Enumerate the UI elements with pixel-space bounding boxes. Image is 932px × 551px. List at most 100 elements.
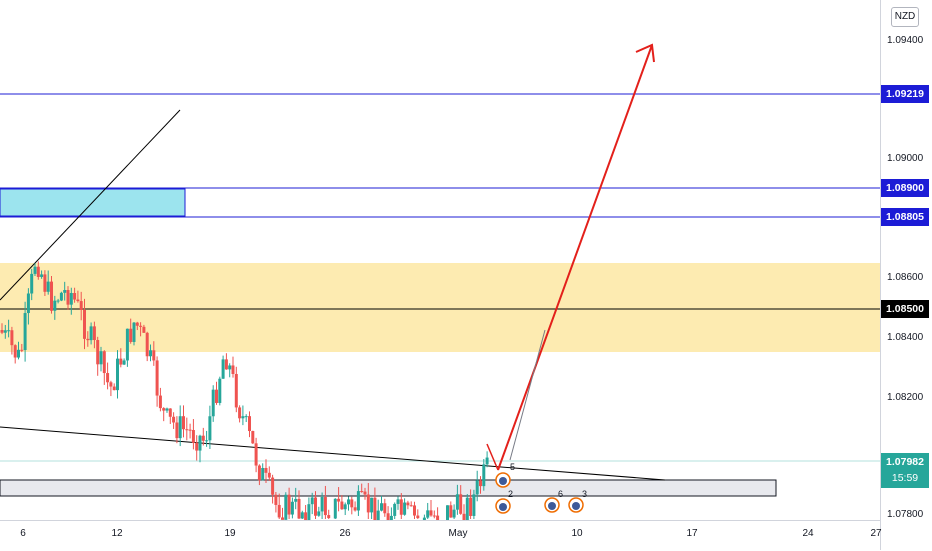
candle-body	[26, 293, 30, 314]
candle-body	[122, 360, 126, 365]
candle-body	[23, 313, 27, 350]
bar-countdown: 15:59	[891, 472, 919, 484]
level-tag-1-09219[interactable]: 1.09219	[881, 85, 929, 103]
event-marker-2[interactable]: 2	[495, 489, 513, 514]
candle-body	[218, 378, 222, 403]
candle-body	[317, 511, 321, 516]
candle-body	[479, 480, 482, 487]
candle-body	[96, 340, 100, 365]
time-tick: 26	[339, 528, 351, 539]
candle-body	[333, 498, 337, 519]
candle-body	[271, 477, 275, 495]
candle-body	[314, 497, 317, 516]
candle-body	[178, 416, 182, 439]
candle-body	[102, 351, 106, 374]
candle-body	[284, 494, 288, 520]
projection-arrow[interactable]	[486, 43, 655, 471]
candle-body	[13, 345, 17, 358]
rising-trendline[interactable]	[0, 109, 181, 301]
candle-body	[86, 338, 90, 341]
level-tag-1-08805[interactable]: 1.08805	[881, 208, 929, 226]
candle-body	[43, 274, 47, 292]
event-marker-count-3: 6	[558, 489, 563, 499]
falling-trendline[interactable]	[0, 426, 666, 481]
candle-body	[432, 515, 436, 517]
candle-body	[79, 301, 83, 310]
candle-body	[323, 497, 327, 516]
candle-body	[33, 266, 37, 274]
candle-body	[257, 465, 261, 481]
candle-body	[366, 494, 370, 513]
candle-body	[244, 416, 248, 418]
candle-body	[241, 416, 245, 419]
event-marker-1[interactable]: 5	[495, 462, 515, 488]
currency-badge[interactable]: NZD	[891, 7, 919, 27]
time-axis[interactable]	[0, 520, 880, 551]
candle-body	[380, 503, 383, 511]
candle-body	[373, 497, 377, 520]
candle-body	[370, 497, 374, 513]
candle-body	[386, 513, 390, 520]
candle-body	[149, 350, 152, 357]
candle-body	[281, 517, 284, 520]
candle-body	[191, 430, 195, 443]
candle-body	[469, 497, 473, 516]
candle-body	[152, 350, 156, 361]
candle-body	[168, 408, 172, 417]
candle-body	[69, 292, 73, 305]
last-price-tag[interactable]: 1.07982 15:59	[881, 453, 929, 488]
candle-body	[307, 504, 311, 520]
time-tick: 27	[870, 528, 882, 539]
candle-body	[389, 515, 393, 520]
event-marker-count-1: 5	[510, 462, 515, 472]
candle-body	[413, 505, 416, 516]
candle-body	[139, 325, 143, 327]
event-marker-3[interactable]: 6	[544, 489, 563, 513]
last-price-value: 1.07982	[886, 456, 924, 468]
candle-body	[310, 497, 314, 505]
candle-series	[0, 261, 489, 520]
level-tag-1-08900[interactable]: 1.08900	[881, 179, 929, 197]
candle-body	[248, 416, 251, 432]
candle-body	[353, 507, 357, 511]
candle-body	[297, 498, 301, 519]
candle-body	[162, 408, 166, 411]
candle-body	[36, 266, 40, 277]
candle-body	[254, 443, 258, 466]
candle-body	[63, 290, 67, 293]
candle-body	[59, 292, 63, 301]
candle-body	[76, 299, 80, 302]
price-tick: 1.08200	[887, 392, 924, 403]
chart-plot-area[interactable]: 5 2 6 3	[0, 0, 880, 520]
candle-body	[7, 330, 11, 332]
candle-body	[109, 382, 113, 387]
event-marker-4[interactable]: 3	[568, 489, 587, 513]
candle-body	[446, 505, 449, 520]
candle-body	[406, 502, 410, 506]
candle-body	[300, 512, 304, 519]
candle-body	[409, 505, 413, 507]
candle-body	[238, 407, 242, 419]
candle-body	[231, 365, 235, 374]
candle-body	[10, 330, 14, 346]
candle-body	[198, 435, 202, 451]
candle-body	[135, 322, 139, 326]
support-box[interactable]	[0, 479, 777, 497]
candle-body	[261, 467, 265, 481]
candle-body	[165, 408, 169, 411]
candle-body	[465, 497, 469, 520]
candle-body	[472, 494, 476, 516]
candle-body	[363, 491, 367, 495]
time-tick: May	[448, 528, 468, 539]
candle-body	[129, 328, 133, 342]
candle-body	[396, 499, 400, 504]
candle-body	[132, 322, 136, 342]
candle-body	[426, 510, 430, 518]
candle-body	[50, 281, 53, 311]
candle-body	[53, 300, 57, 311]
candle-body	[452, 509, 456, 518]
candle-body	[347, 499, 350, 505]
candle-body	[274, 494, 278, 505]
level-tag-1-08500[interactable]: 1.08500	[881, 300, 929, 318]
candle-body	[211, 389, 215, 417]
